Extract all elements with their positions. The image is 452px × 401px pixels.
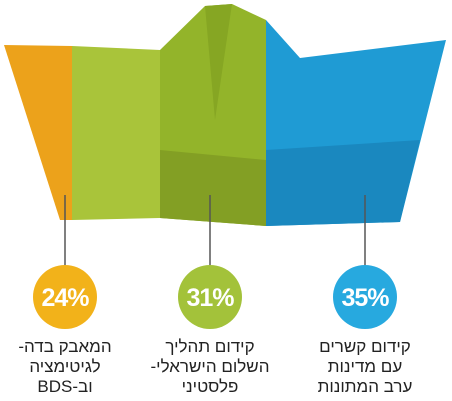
- boat-left-panel: [72, 46, 160, 220]
- percent-label: 31%: [186, 284, 234, 312]
- boat-left-wing: [4, 45, 72, 220]
- category-label: המאבק בדה- לגיטימציה וב-BDS: [18, 337, 112, 396]
- paper-boat: [4, 4, 446, 226]
- percent-circle: [178, 265, 242, 329]
- percent-label: 24%: [41, 284, 89, 312]
- boat-hull-shade: [160, 150, 266, 226]
- category-label: קידום קשרים עם מדינות ערב המתונות: [317, 337, 413, 396]
- boat-fold: [205, 4, 232, 120]
- percent-circle: [333, 265, 397, 329]
- percent-label: 35%: [341, 284, 389, 312]
- category-label: קידום תהליך השלום הישראלי- פלסטיני: [150, 337, 270, 396]
- boat-right-shade: [266, 140, 420, 226]
- percent-circle: [33, 265, 97, 329]
